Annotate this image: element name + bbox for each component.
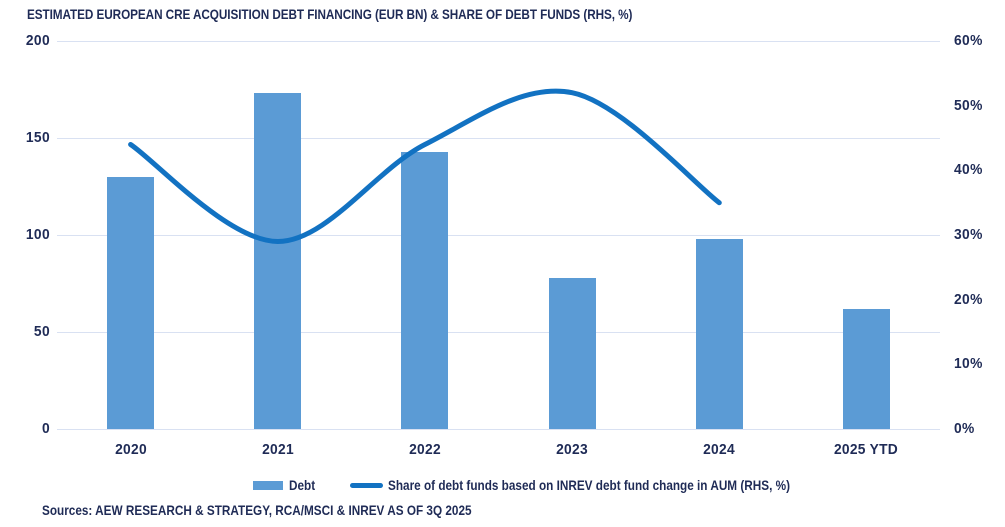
share-of-debt-funds-trend-line (128, 88, 722, 245)
bar-2024 (695, 238, 743, 429)
gridline (57, 331, 940, 333)
right-axis-tick-label: 60% (954, 32, 983, 49)
right-axis-tick-label: 50% (954, 96, 983, 114)
legend-bar-swatch-icon (253, 480, 283, 490)
right-axis-tick-label: 30% (954, 226, 983, 243)
x-axis-category-label: 2021 (261, 441, 294, 458)
gridline (57, 234, 940, 236)
legend-line-label: Share of debt funds based on INREV debt … (388, 477, 791, 493)
x-axis-category-label: 2024 (703, 441, 736, 458)
right-axis-tick-label: 10% (954, 355, 983, 373)
x-axis-category-label: 2022 (408, 441, 441, 458)
x-axis-category-label: 2025 YTD (834, 441, 899, 458)
gridline (57, 137, 940, 139)
chart-legend: Debt Share of debt funds based on INREV … (253, 476, 867, 494)
bar-2020 (107, 176, 155, 429)
right-axis-tick-label: 0% (954, 420, 975, 437)
trend-line-path (128, 88, 722, 245)
gridline (57, 40, 940, 42)
left-axis-tick-label: 0 (41, 420, 50, 437)
left-axis-tick-label: 200 (25, 32, 50, 49)
right-axis-tick-label: 40% (954, 161, 983, 179)
x-axis-category-label: 2020 (114, 441, 147, 458)
left-axis-tick-label: 100 (25, 226, 50, 243)
bar-2021 (254, 93, 302, 429)
bar-2023 (548, 277, 596, 429)
x-axis-category-label: 2023 (556, 441, 588, 458)
left-axis-tick-label: 50 (33, 323, 50, 340)
chart-plot-area: 0 50 100 150 200 0% 10% 20% 30% 40% 50% 60% 2020 2021… (25, 32, 983, 458)
right-axis-tick-label: 20% (954, 290, 983, 308)
legend-line-swatch-icon (350, 482, 384, 488)
sources-note: Sources: AEW RESEARCH & STRATEGY, RCA/MS… (42, 502, 472, 518)
gridline (57, 428, 940, 430)
chart-title: ESTIMATED EUROPEAN CRE ACQUISITION DEBT … (27, 6, 633, 22)
bar-2022 (401, 151, 449, 429)
left-axis-tick-label: 150 (25, 129, 50, 146)
bar-2025-ytd (842, 308, 890, 429)
legend-bar-label: Debt (289, 477, 316, 493)
